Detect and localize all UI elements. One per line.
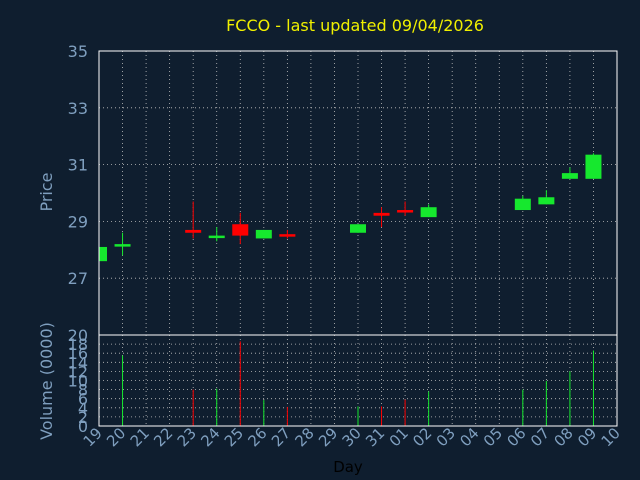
volume-y-tick-label: 2	[78, 408, 88, 427]
volume-y-tick-label: 4	[78, 399, 88, 418]
price-axis-label: Price	[37, 172, 56, 211]
x-tick-label: 28	[292, 424, 318, 450]
x-tick-label: 27	[268, 424, 294, 450]
x-tick-label: 02	[409, 424, 435, 450]
volume-y-tick-label: 0	[78, 417, 88, 436]
x-tick-label: 07	[527, 424, 553, 450]
volume-y-tick-label: 18	[68, 335, 88, 354]
candle-body	[255, 229, 272, 239]
candle-body	[420, 207, 437, 218]
chart-title: FCCO - last updated 09/04/2026	[226, 16, 484, 35]
x-tick-label: 26	[244, 424, 270, 450]
candle-body	[373, 212, 390, 216]
price-y-tick-label: 35	[68, 42, 88, 61]
price-y-ticks: 35 33 31 29 27	[68, 42, 88, 288]
x-tick-label: 24	[197, 424, 223, 450]
x-tick-label: 23	[174, 424, 200, 450]
candle-body	[397, 210, 414, 213]
x-tick-label: 30	[339, 424, 365, 450]
price-y-tick-label: 31	[68, 156, 88, 175]
price-y-tick-label: 29	[68, 212, 88, 231]
volume-y-tick-label: 14	[68, 353, 88, 372]
volume-panel-frame	[98, 334, 618, 427]
x-tick-label: 06	[503, 424, 529, 450]
price-panel-frame	[98, 50, 618, 336]
x-tick-label: 03	[433, 424, 459, 450]
volume-y-tick-label: 16	[68, 344, 88, 363]
x-tick-label: 08	[551, 424, 577, 450]
volume-y-tick-label: 10	[68, 372, 88, 391]
candle-body	[114, 244, 131, 247]
candle-body	[514, 198, 531, 211]
candle-body	[585, 154, 602, 179]
candle-body	[99, 246, 107, 262]
candle-body	[350, 224, 366, 233]
candle-body	[279, 234, 296, 237]
x-tick-label: 25	[221, 424, 247, 450]
x-tick-label: 10	[598, 424, 624, 450]
x-tick-label: 01	[386, 424, 412, 450]
candle-body	[208, 235, 225, 239]
price-y-tick-label: 27	[68, 269, 88, 288]
volume-bars	[122, 341, 594, 426]
x-tick-labels: 1920212223242526272829303101020304050607…	[80, 424, 624, 450]
volume-y-tick-label: 20	[68, 326, 88, 345]
x-tick-label: 20	[103, 424, 129, 450]
candle-body	[561, 173, 578, 179]
x-tick-label: 31	[362, 424, 388, 450]
candle-body	[538, 197, 555, 205]
x-tick-label: 09	[574, 424, 600, 450]
x-tick-label: 21	[127, 424, 153, 450]
x-tick-label: 05	[480, 424, 506, 450]
price-candles	[98, 153, 602, 262]
volume-y-tick-label: 8	[78, 381, 88, 400]
price-grid	[98, 50, 618, 335]
x-axis-label: Day	[333, 458, 363, 476]
volume-axis-label: Volume (0000)	[37, 322, 56, 440]
x-tick-label: 04	[456, 424, 482, 450]
candle-body	[232, 224, 249, 236]
volume-y-tick-label: 12	[68, 362, 88, 381]
candle-body	[185, 229, 202, 233]
x-tick-label: 29	[315, 424, 341, 450]
volume-y-tick-label: 6	[78, 390, 88, 409]
price-y-tick-label: 33	[68, 99, 88, 118]
x-tick-label: 22	[150, 424, 176, 450]
